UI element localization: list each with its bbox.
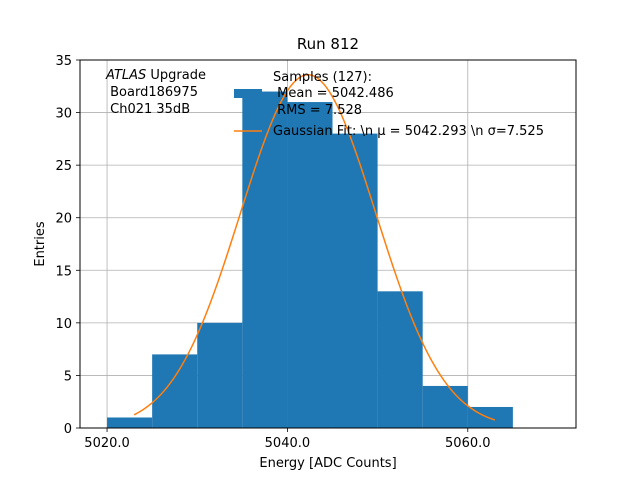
histogram-bar-3	[242, 91, 288, 429]
annotation-line-2: Board186975	[106, 85, 198, 100]
atlas-annotation: ATLAS Upgrade Board186975 Ch021 35dB	[105, 68, 206, 117]
histogram-bar-4	[287, 102, 333, 429]
y-axis-ticks: 0 5 10 15 20 25 30 35	[55, 54, 80, 437]
x-axis-ticks: 5020.0 5040.0 5060.0	[84, 428, 491, 451]
legend-hist-swatch	[234, 89, 262, 98]
y-tick-label-4: 20	[55, 212, 72, 227]
x-tick-label-1: 5040.0	[265, 436, 311, 451]
y-tick-label-2: 10	[55, 317, 72, 332]
x-tick-label-2: 5060.0	[445, 436, 491, 451]
annotation-upgrade: Upgrade	[146, 68, 206, 83]
histogram-bar-0	[107, 417, 153, 428]
annotation-line-3: Ch021 35dB	[106, 102, 190, 117]
legend-fit-label: Gaussian Fit: \n μ = 5042.293 \n σ=7.525	[273, 124, 544, 139]
histogram-bar-6	[377, 291, 423, 428]
y-tick-label-1: 5	[64, 369, 72, 384]
legend: Samples (127): Mean = 5042.486 RMS = 7.5…	[234, 70, 544, 139]
histogram-bar-5	[332, 133, 378, 428]
histogram-bar-8	[467, 406, 513, 428]
legend-hist-line-3: RMS = 7.528	[273, 103, 362, 118]
y-tick-label-0: 0	[64, 422, 72, 437]
annotation-line-1: ATLAS Upgrade	[105, 68, 206, 83]
x-tick-label-0: 5020.0	[84, 436, 130, 451]
chart-title: Run 812	[297, 35, 359, 53]
gaussian-fit-line	[133, 73, 496, 421]
gaussian-fit	[133, 73, 496, 421]
x-axis-label: Energy [ADC Counts]	[259, 456, 396, 471]
histogram-bar-7	[422, 385, 468, 428]
histogram-bar-1	[152, 354, 198, 428]
plot-frame	[79, 59, 577, 429]
legend-hist-line-1: Samples (127):	[273, 70, 372, 85]
y-tick-label-3: 15	[55, 264, 72, 279]
annotation-atlas: ATLAS	[105, 68, 146, 83]
y-tick-label-5: 25	[55, 159, 72, 174]
y-tick-label-6: 30	[55, 107, 72, 122]
y-tick-label-7: 35	[55, 54, 72, 69]
legend-hist-line-2: Mean = 5042.486	[273, 86, 394, 101]
histogram-bar-2	[197, 322, 243, 428]
y-axis-label: Entries	[33, 221, 48, 267]
histogram-bars	[107, 91, 513, 429]
